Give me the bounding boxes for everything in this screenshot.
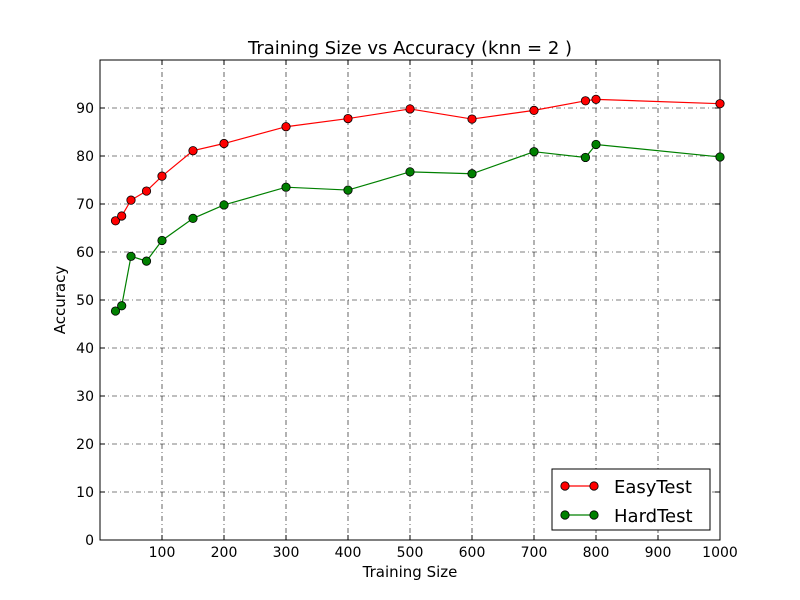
- x-tick-label: 900: [645, 545, 672, 561]
- data-point: [591, 139, 601, 150]
- y-tick-label: 50: [76, 293, 94, 309]
- y-tick-label: 60: [76, 245, 94, 261]
- x-tick-label: 400: [335, 545, 362, 561]
- data-point: [467, 169, 477, 179]
- data-point: [117, 301, 127, 311]
- data-point: [591, 94, 601, 104]
- y-tick-label: 30: [76, 389, 94, 405]
- x-tick-label: 300: [273, 545, 300, 561]
- data-point: [715, 99, 725, 109]
- data-point: [126, 195, 136, 205]
- x-tick-label: 600: [459, 545, 486, 561]
- data-point: [126, 251, 136, 261]
- y-tick-label: 70: [76, 197, 94, 213]
- x-tick-label: 100: [149, 545, 176, 561]
- data-point: [405, 167, 415, 177]
- data-point: [110, 306, 121, 316]
- data-point: [529, 147, 539, 157]
- data-point: [467, 114, 477, 124]
- data-point: [188, 146, 198, 156]
- data-point: [715, 152, 725, 162]
- chart-title: Training Size vs Accuracy (knn = 2 ): [247, 38, 572, 59]
- y-tick-label: 0: [85, 533, 94, 549]
- y-tick-label: 20: [76, 437, 94, 453]
- series-hardtest: [110, 139, 725, 316]
- x-tick-label: 200: [211, 545, 238, 561]
- series-line: [115, 143, 721, 312]
- legend-marker: [589, 510, 599, 520]
- legend-label: EasyTest: [614, 477, 692, 498]
- x-tick-label: 700: [521, 545, 548, 561]
- x-tick-label: 1000: [702, 545, 738, 561]
- x-tick-label: 800: [583, 545, 610, 561]
- data-point: [188, 213, 198, 223]
- data-point: [219, 200, 229, 210]
- series-layer: [110, 94, 725, 316]
- data-point: [157, 235, 167, 246]
- x-axis-label: Training Size: [362, 563, 458, 581]
- y-tick-label: 10: [76, 485, 94, 501]
- grid-lines: [100, 60, 721, 540]
- data-point: [580, 96, 591, 106]
- y-tick-label: 90: [76, 101, 94, 117]
- data-point: [219, 138, 229, 149]
- data-point: [281, 182, 291, 192]
- data-point: [141, 256, 152, 266]
- data-point: [110, 216, 121, 226]
- y-tick-label: 40: [76, 341, 94, 357]
- series-easytest: [110, 94, 725, 226]
- legend-marker: [589, 481, 599, 491]
- legend-marker: [560, 481, 570, 491]
- y-tick-label: 80: [76, 149, 94, 165]
- axis-ticks: 100 200 300 400 500 600 700 800 900 1000 0 10 20 30 40…: [76, 60, 738, 561]
- x-tick-label: 500: [397, 545, 424, 561]
- legend-marker: [560, 510, 570, 520]
- data-point: [281, 122, 291, 132]
- data-point: [405, 104, 415, 114]
- legend-label: HardTest: [614, 506, 693, 527]
- data-point: [580, 152, 591, 163]
- legend-box: [551, 468, 711, 531]
- legend: EasyTest HardTest: [551, 468, 711, 531]
- series-line: [115, 98, 721, 222]
- data-point: [343, 113, 353, 124]
- data-point: [141, 186, 152, 196]
- data-point: [343, 185, 353, 195]
- data-point: [117, 211, 127, 221]
- data-point: [529, 105, 539, 116]
- y-axis-label: Accuracy: [51, 266, 69, 335]
- data-point: [157, 171, 167, 181]
